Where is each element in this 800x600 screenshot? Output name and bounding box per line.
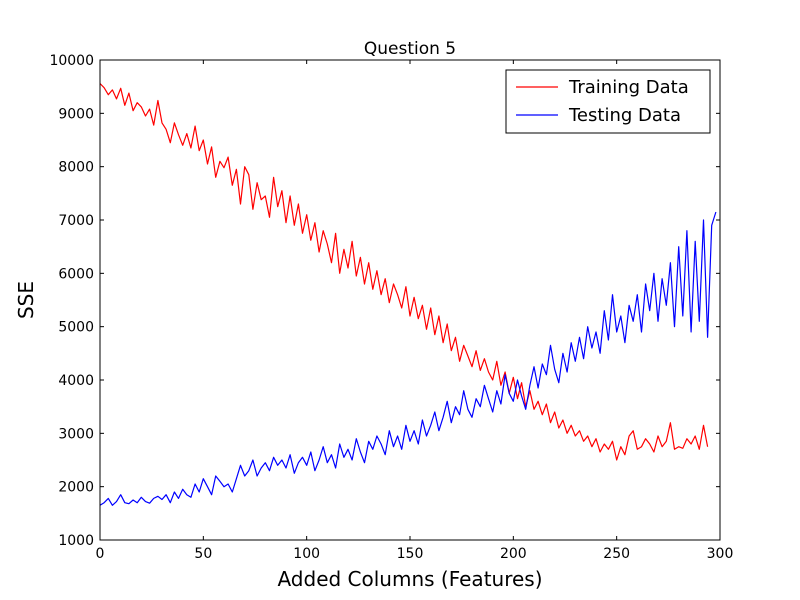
x-tick-label: 250 bbox=[603, 546, 630, 562]
x-tick-label: 200 bbox=[500, 546, 527, 562]
legend: Training Data Testing Data bbox=[505, 69, 711, 134]
y-tick-label: 2000 bbox=[58, 480, 94, 496]
testing-data-line bbox=[99, 211, 717, 506]
y-tick-label: 8000 bbox=[58, 160, 94, 176]
x-axis: 0 50 100 150 200 250 300 bbox=[96, 60, 734, 562]
x-tick-label: 100 bbox=[293, 546, 320, 562]
y-tick-label: 6000 bbox=[58, 266, 94, 282]
legend-label-training: Training Data bbox=[568, 77, 689, 98]
y-tick-label: 10000 bbox=[49, 53, 94, 69]
y-tick-label: 1000 bbox=[58, 533, 94, 549]
y-tick-label: 9000 bbox=[58, 106, 94, 122]
x-tick-label: 150 bbox=[397, 546, 424, 562]
y-tick-label: 7000 bbox=[58, 213, 94, 229]
x-tick-label: 300 bbox=[707, 546, 734, 562]
y-tick-label: 3000 bbox=[58, 426, 94, 442]
y-tick-label: 4000 bbox=[58, 373, 94, 389]
y-tick-label: 5000 bbox=[58, 320, 94, 336]
chart-title: Question 5 bbox=[364, 39, 456, 59]
legend-box bbox=[505, 69, 711, 134]
x-axis-label: Added Columns (Features) bbox=[277, 567, 542, 591]
y-axis: 1000 2000 3000 4000 5000 6000 7000 8000 9000 1000… bbox=[49, 53, 720, 549]
x-tick-label: 0 bbox=[96, 546, 105, 562]
x-tick-label: 50 bbox=[194, 546, 212, 562]
legend-label-testing: Testing Data bbox=[568, 105, 681, 126]
training-data-line bbox=[99, 83, 709, 461]
series-layer bbox=[99, 83, 717, 506]
y-axis-label: SSE bbox=[14, 281, 38, 319]
